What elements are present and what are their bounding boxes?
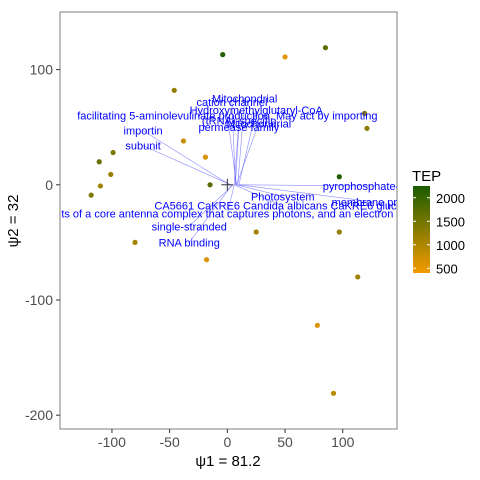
annotation-label: permease family — [199, 122, 280, 134]
annotation-arrow — [238, 184, 376, 187]
annotation-label: RNA binding — [159, 237, 220, 249]
annotation-arrow — [236, 184, 283, 197]
data-point — [88, 192, 94, 198]
data-point — [132, 239, 138, 245]
data-point — [96, 159, 102, 165]
data-point — [253, 229, 259, 235]
data-point — [330, 390, 337, 396]
annotation-label: (tRNA)-specific — [202, 115, 276, 127]
y-tick-label: -100 — [25, 292, 53, 308]
x-axis-title: ψ1 = 81.2 — [195, 453, 260, 470]
annotation-arrow — [142, 145, 231, 186]
data-point — [322, 45, 329, 51]
x-tick-label: 0 — [223, 434, 231, 450]
data-point — [220, 52, 226, 58]
data-point — [362, 110, 368, 116]
annotation-arrow — [238, 109, 257, 185]
data-point — [355, 274, 361, 280]
data-point — [207, 182, 213, 188]
annotation-label: Photosystem — [251, 191, 315, 203]
data-point — [97, 183, 103, 189]
annotation-arrow — [238, 184, 376, 203]
data-point — [336, 174, 342, 180]
y-axis-title: ψ2 = 32 — [5, 195, 22, 248]
data-point — [203, 257, 210, 263]
plot-panel — [59, 11, 398, 430]
annotation-arrow — [235, 127, 240, 185]
x-tick-label: 50 — [277, 434, 293, 450]
legend-tick-label: 500 — [436, 261, 458, 276]
annotation-label: CA5661 CaKRE6 Candida albicans CaKRE6 gl… — [154, 201, 408, 213]
annotation-label: Mitochondrial — [226, 119, 291, 131]
data-point — [314, 322, 320, 328]
data-point — [108, 171, 114, 178]
annotation-label: ts of a core antenna complex that captur… — [61, 209, 393, 221]
annotation-label: Mitochondrial — [212, 93, 277, 105]
annotation-label: importin — [124, 126, 163, 138]
x-tick-label: -50 — [160, 434, 180, 450]
annotation-arrow — [227, 184, 235, 214]
annotation-arrow — [234, 184, 282, 206]
y-tick-label: 0 — [45, 177, 53, 193]
annotation-label: pyrophosphate-energ — [323, 181, 428, 193]
arrows-layer — [142, 98, 376, 243]
annotation-label: subunit — [125, 141, 160, 153]
data-point — [180, 138, 187, 144]
legend-title: TEP — [412, 168, 441, 185]
annotation-arrow — [142, 130, 230, 186]
y-tick-label: 100 — [30, 62, 54, 78]
y-tick-label: -200 — [25, 407, 53, 423]
annotation-arrow — [189, 184, 233, 243]
annotation-arrow — [237, 98, 245, 185]
annotation-label: membrane proton — [332, 197, 419, 209]
annotation-label: facilitating 5-aminolevulinate productio… — [77, 111, 377, 123]
annotation-label: single-stranded — [152, 221, 227, 233]
legend-tick-label: 2000 — [436, 191, 465, 206]
legend-colorbar — [413, 186, 430, 273]
axis-ticks: -100 -50 0 50 100 -200 -100 0 100 — [25, 62, 355, 450]
annotation-label: Hydroxymethylglutaryl-CoA — [190, 105, 324, 117]
legend-tick-label: 1000 — [436, 238, 465, 253]
points-layer — [88, 45, 370, 396]
data-point — [336, 229, 342, 235]
annotation-arrow — [233, 120, 240, 185]
x-tick-label: 100 — [331, 434, 355, 450]
annotation-arrow — [236, 123, 259, 185]
data-point — [202, 154, 209, 160]
data-point — [282, 54, 288, 60]
data-point — [171, 87, 177, 93]
x-tick-label: -100 — [98, 434, 126, 450]
data-point — [110, 149, 116, 156]
annotation-label: cation channel — [196, 97, 267, 109]
legend-tick-label: 1500 — [436, 214, 465, 229]
color-legend: TEP 500 1000 1500 2000 — [412, 168, 465, 276]
annotation-arrow — [189, 184, 234, 227]
data-point — [364, 125, 370, 131]
